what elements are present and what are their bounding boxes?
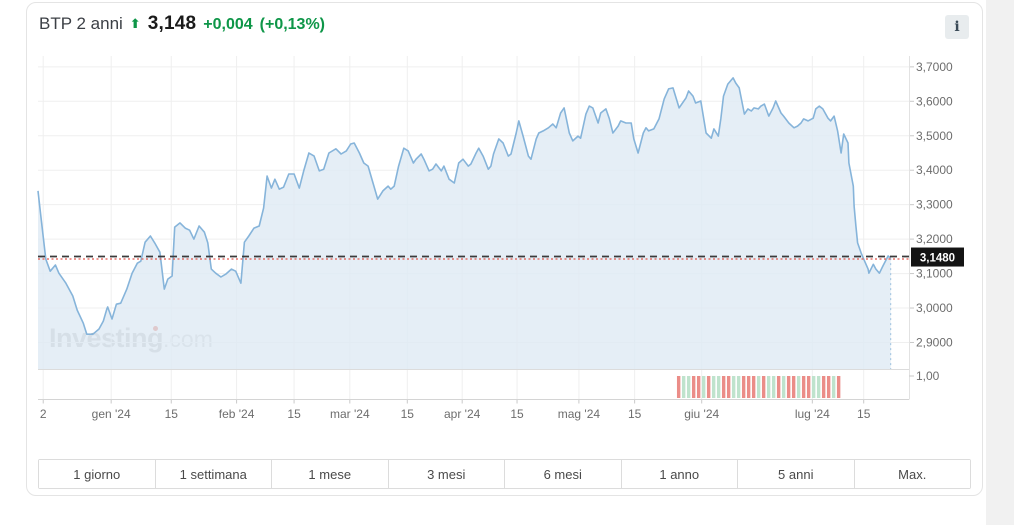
- y-axis-label: 3,6000: [916, 94, 953, 108]
- x-axis-label: mag '24: [558, 407, 601, 421]
- volume-bar: [746, 376, 751, 398]
- volume-bar: [836, 376, 841, 398]
- price-change-percent: (+0,13%): [259, 16, 326, 33]
- volume-bar: [686, 376, 691, 398]
- current-price-badge: [911, 247, 964, 267]
- volume-bar: [776, 376, 781, 398]
- volume-bar: [731, 376, 736, 398]
- instrument-header: BTP 2 anni ⬆ 3,148 +0,004 (+0,13%): [39, 13, 325, 35]
- volume-bar: [816, 376, 821, 398]
- volume-bar: [781, 376, 786, 398]
- volume-bar: [681, 376, 686, 398]
- volume-bar: [821, 376, 826, 398]
- instrument-title: BTP 2 anni: [39, 14, 123, 33]
- volume-bar: [786, 376, 791, 398]
- page-gutter: [986, 0, 1014, 525]
- info-icon: i: [954, 19, 960, 35]
- volume-bar: [806, 376, 811, 398]
- x-axis-label: 15: [857, 407, 871, 421]
- range-button-3-mesi[interactable]: 3 mesi: [388, 460, 505, 488]
- price-change: +0,004: [203, 16, 253, 33]
- price-line: [37, 77, 892, 335]
- y-axis-label: 3,4000: [916, 163, 953, 177]
- y-axis-label: 3,2000: [916, 232, 953, 246]
- y-axis-label: 3,0000: [916, 301, 953, 315]
- x-axis-label: gen '24: [92, 407, 131, 421]
- volume-bar: [761, 376, 766, 398]
- range-button-5-anni[interactable]: 5 anni: [738, 460, 855, 488]
- x-axis-label: 15: [401, 407, 415, 421]
- volume-bar: [811, 376, 816, 398]
- volume-bar: [691, 376, 696, 398]
- volume-bar: [751, 376, 756, 398]
- volume-bar: [726, 376, 731, 398]
- y-axis-label: 3,5000: [916, 129, 953, 143]
- volume-bar: [801, 376, 806, 398]
- volume-bar: [796, 376, 801, 398]
- volume-bar: [771, 376, 776, 398]
- info-button[interactable]: i: [945, 15, 969, 39]
- volume-bar: [721, 376, 726, 398]
- trend-up-icon: ⬆: [129, 16, 141, 31]
- chart-widget-card: BTP 2 anni ⬆ 3,148 +0,004 (+0,13%) i Inv…: [26, 2, 983, 496]
- x-axis-label: lug '24: [795, 407, 830, 421]
- x-axis-label: 15: [628, 407, 642, 421]
- sub-axis-label: 1,00: [916, 369, 940, 383]
- x-axis-label: mar '24: [330, 407, 370, 421]
- x-axis-label: 15: [165, 407, 179, 421]
- volume-bar: [741, 376, 746, 398]
- range-button-6-mesi[interactable]: 6 mesi: [505, 460, 622, 488]
- y-axis-label: 3,1000: [916, 267, 953, 281]
- volume-bar: [756, 376, 761, 398]
- range-buttons: 1 giorno 1 settimana 1 mese 3 mesi 6 mesi 1 a…: [38, 459, 971, 489]
- volume-bar: [766, 376, 771, 398]
- volume-bar: [676, 376, 681, 398]
- volume-bar: [736, 376, 741, 398]
- range-button-1-giorno[interactable]: 1 giorno: [39, 460, 156, 488]
- y-axis-label: 3,3000: [916, 198, 953, 212]
- x-axis-label: 15: [287, 407, 301, 421]
- x-axis-label: apr '24: [444, 407, 481, 421]
- range-button-1-settimana[interactable]: 1 settimana: [155, 460, 272, 488]
- last-price: 3,148: [147, 13, 197, 34]
- volume-bar: [696, 376, 701, 398]
- volume-bar: [826, 376, 831, 398]
- range-button-1-anno[interactable]: 1 anno: [621, 460, 738, 488]
- price-chart[interactable]: 3,7000 3,6000 3,5000 3,4000 3,3000 3,2000 3,10…: [27, 51, 982, 427]
- volume-bar: [701, 376, 706, 398]
- x-axis-label: feb '24: [219, 407, 255, 421]
- volume-bar: [791, 376, 796, 398]
- y-axis-label: 2,9000: [916, 335, 953, 349]
- y-axis-label: 3,7000: [916, 60, 953, 74]
- range-button-1-mese[interactable]: 1 mese: [272, 460, 389, 488]
- current-price-badge-label: 3,1480: [920, 253, 955, 265]
- range-button-max[interactable]: Max.: [854, 460, 970, 488]
- volume-bar: [716, 376, 721, 398]
- volume-bar: [711, 376, 716, 398]
- x-axis-label: 2: [40, 407, 47, 421]
- volume-bar: [706, 376, 711, 398]
- x-axis-label: giu '24: [684, 407, 719, 421]
- area-fill: [38, 77, 891, 370]
- volume-bar: [831, 376, 836, 398]
- x-axis-label: 15: [510, 407, 524, 421]
